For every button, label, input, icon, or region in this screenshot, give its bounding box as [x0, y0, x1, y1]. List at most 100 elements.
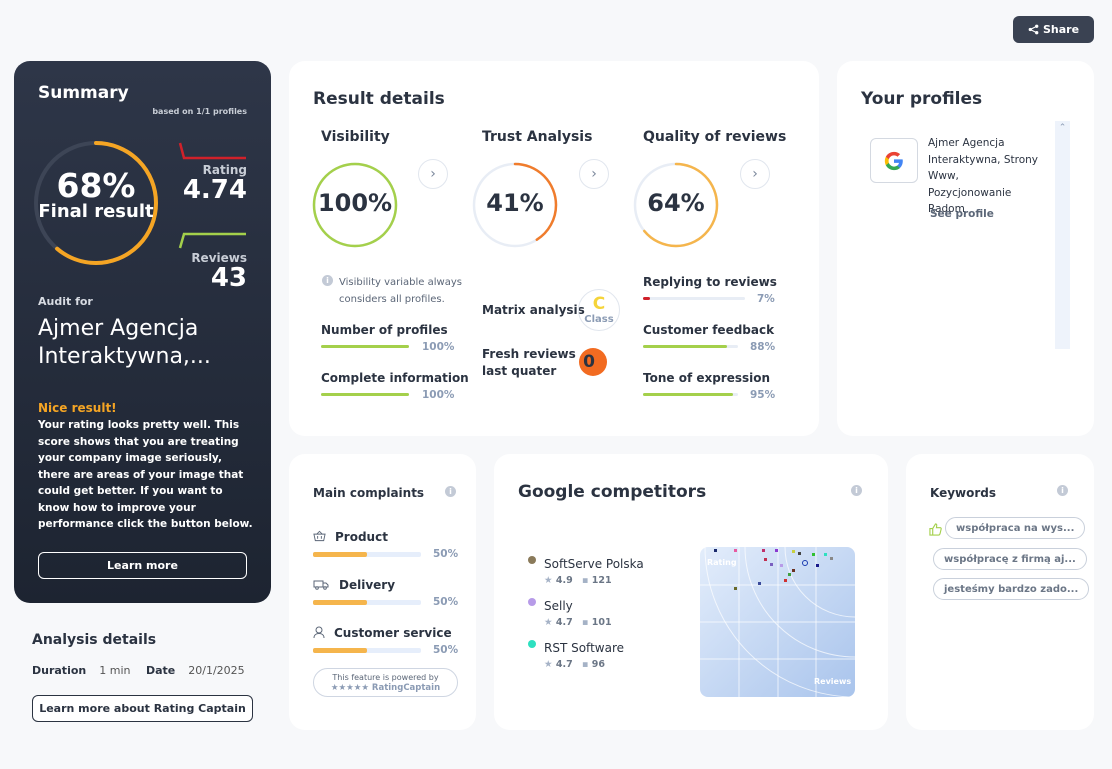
google-competitors-title: Google competitors — [518, 482, 707, 502]
result-details-card: Result details Visibility › 100% i Visib… — [289, 61, 819, 436]
result-details-title: Result details — [313, 89, 445, 109]
share-icon — [1028, 24, 1039, 35]
complete-information-percent: 100% — [422, 389, 455, 401]
competitor-meta: ★ 4.7 ▪ 96 — [544, 659, 605, 670]
competitor-reviews: 121 — [591, 575, 612, 586]
rating-captain-stars-icon: ★★★★★ — [330, 683, 372, 693]
complaint-product-bar — [313, 552, 421, 557]
map-point — [788, 573, 791, 576]
complaint-delivery-bar — [313, 600, 421, 605]
nice-result-title: Nice result! — [38, 401, 117, 415]
trust-percent: 41% — [486, 189, 544, 217]
competitor-reviews: 101 — [591, 617, 612, 628]
map-point — [775, 549, 778, 552]
replying-to-reviews-bar — [643, 297, 745, 300]
complaint-customer-service-label: Customer service — [334, 626, 452, 640]
nice-result-text: Your rating looks pretty well. This scor… — [38, 419, 253, 530]
keywords-title: Keywords — [930, 486, 997, 500]
google-icon — [884, 151, 903, 170]
rating-accent-line — [178, 142, 246, 160]
person-icon — [313, 626, 325, 639]
audit-for-label: Audit for — [38, 295, 93, 308]
visibility-note: Visibility variable always considers all… — [339, 277, 462, 305]
tone-of-expression-percent: 95% — [750, 389, 776, 401]
date-value: 20/1/2025 — [188, 664, 245, 677]
map-point — [764, 558, 767, 561]
trust-chevron-right-icon[interactable]: › — [579, 159, 609, 189]
complaint-customer-service-percent: 50% — [433, 644, 459, 656]
competitor-meta: ★ 4.7 ▪ 101 — [544, 617, 612, 628]
complaint-product-percent: 50% — [433, 548, 459, 560]
complaints-info-icon[interactable]: i — [445, 486, 456, 497]
date-label: Date — [145, 664, 176, 677]
customer-feedback-label: Customer feedback — [643, 323, 775, 337]
thumbs-up-icon — [929, 523, 942, 536]
quality-ring — [633, 162, 719, 248]
duration-value: 1 min — [99, 664, 131, 677]
audit-company-name: Ajmer Agencja Interaktywna,... — [38, 316, 211, 369]
competitor-name: SoftServe Polska — [544, 557, 644, 571]
competitor-map[interactable]: Rating Reviews — [700, 547, 855, 697]
matrix-class-letter: C — [592, 294, 606, 314]
star-icon: ★ — [544, 659, 553, 670]
profiles-scrollbar[interactable]: ⌃ — [1055, 121, 1070, 349]
rating-label: Rating — [202, 163, 247, 177]
competitor-name: Selly — [544, 599, 573, 613]
matrix-class-word: Class — [584, 314, 614, 325]
map-point — [780, 564, 783, 567]
rating-value: 4.74 — [182, 175, 247, 205]
keywords-info-icon[interactable]: i — [1057, 485, 1068, 496]
complaint-delivery-label: Delivery — [339, 578, 396, 592]
complaint-delivery-percent: 50% — [433, 596, 459, 608]
powered-by-badge[interactable]: This feature is powered by ★★★★★ RatingC… — [313, 668, 458, 697]
your-profiles-title: Your profiles — [861, 89, 983, 109]
analysis-details-line: Duration 1 min Date 20/1/2025 — [32, 664, 257, 677]
tone-of-expression-label: Tone of expression — [643, 371, 771, 385]
google-profile-logo — [870, 138, 918, 183]
complete-information-bar — [321, 393, 409, 396]
info-icon: i — [322, 275, 333, 286]
map-point — [762, 549, 765, 552]
customer-feedback-bar — [643, 345, 738, 348]
matrix-analysis-label: Matrix analysis — [482, 303, 585, 317]
keyword-chip[interactable]: jesteśmy bardzo zado... — [933, 578, 1090, 600]
complete-information-label: Complete information — [321, 371, 469, 385]
based-on-profiles: based on 1/1 profiles — [152, 107, 247, 116]
map-reviews-label: Reviews — [814, 677, 851, 686]
keyword-chip[interactable]: współpraca na wys... — [945, 517, 1086, 539]
map-point — [792, 550, 795, 553]
competitors-info-icon[interactable]: i — [851, 485, 862, 496]
final-result-ring — [34, 141, 158, 265]
keyword-chip[interactable]: współpracę z firmą aj... — [933, 548, 1087, 570]
map-point — [798, 552, 801, 555]
competitor-name: RST Software — [544, 641, 624, 655]
see-profile-link[interactable]: See profile — [930, 208, 994, 220]
visibility-chevron-right-icon[interactable]: › — [418, 159, 448, 189]
map-point — [802, 560, 808, 566]
truck-icon — [313, 580, 329, 590]
trust-analysis-title: Trust Analysis — [482, 129, 593, 145]
reviews-accent-line — [178, 232, 246, 249]
reviews-label: Reviews — [191, 251, 247, 265]
visibility-percent: 100% — [317, 189, 393, 217]
rating-captain-logo: RatingCaptain — [371, 683, 441, 693]
share-button[interactable]: Share — [1013, 16, 1094, 43]
competitor-color-dot — [528, 556, 536, 564]
your-profiles-card: Your profiles ⌃ — [837, 61, 1094, 436]
quality-chevron-right-icon[interactable]: › — [740, 159, 770, 189]
final-result-percent: 68% — [56, 166, 136, 205]
visibility-title: Visibility — [321, 129, 390, 145]
fresh-reviews-value: 0 — [583, 352, 595, 372]
map-point — [830, 557, 833, 560]
competitor-color-dot — [528, 640, 536, 648]
quality-of-reviews-title: Quality of reviews — [643, 129, 787, 145]
map-point — [824, 553, 827, 556]
complaint-customer-service-bar — [313, 648, 421, 653]
tone-of-expression-bar — [643, 393, 738, 396]
map-point — [816, 564, 819, 567]
learn-more-button[interactable]: Learn more — [38, 552, 247, 579]
analysis-details-title: Analysis details — [32, 632, 157, 648]
map-point — [758, 582, 761, 585]
learn-more-rating-captain-button[interactable]: Learn more about Rating Captain — [32, 695, 253, 722]
map-point — [784, 579, 787, 582]
